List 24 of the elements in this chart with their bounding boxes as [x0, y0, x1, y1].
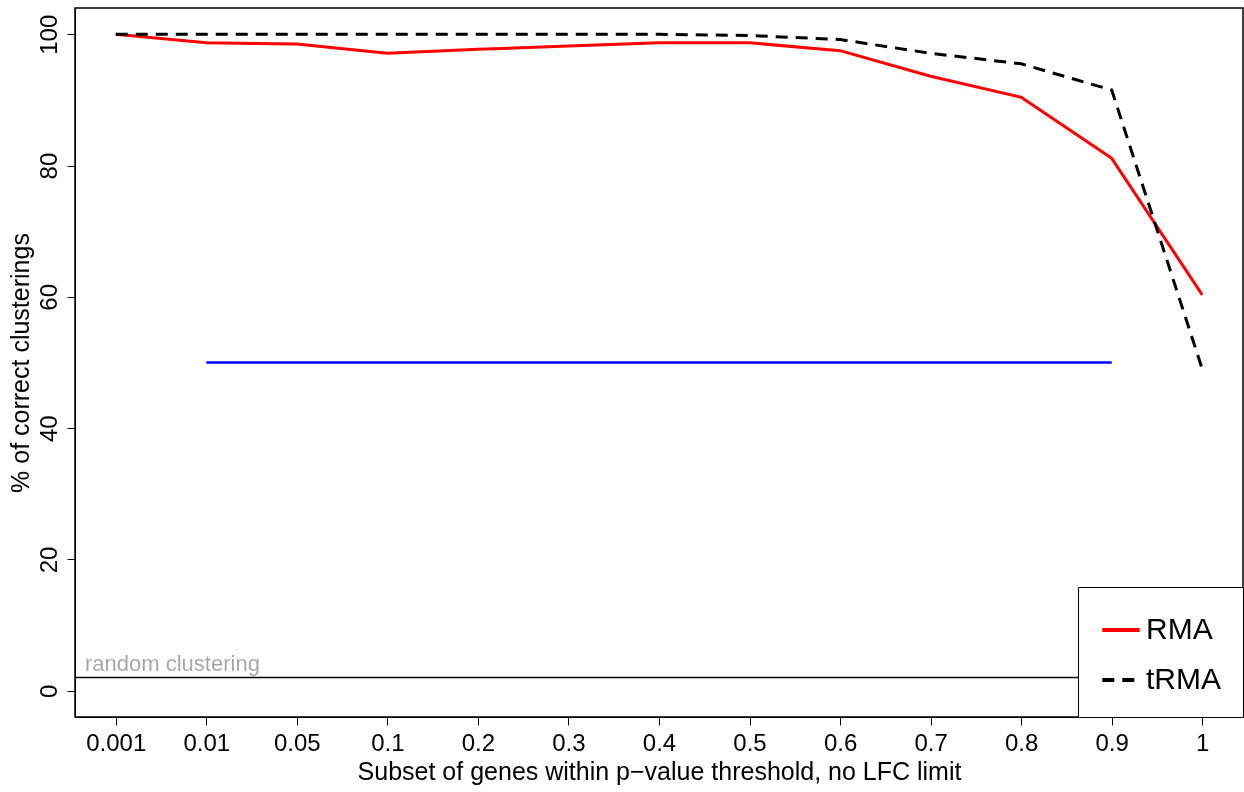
x-tick-label: 0.8: [1004, 728, 1039, 756]
y-tick-label: 60: [34, 284, 62, 311]
x-tick-label: 0.1: [371, 728, 405, 756]
y-tick-label: 20: [34, 546, 62, 574]
y-tick-label: 80: [34, 152, 62, 180]
x-tick-label: 0.6: [823, 728, 858, 756]
x-tick-label: 0.3: [552, 728, 586, 756]
legend-label: tRMA: [1146, 662, 1221, 695]
y-axis-title: % of correct clusterings: [5, 233, 34, 493]
ref-line-label: random clustering: [85, 650, 260, 676]
y-tick-label: 100: [34, 14, 62, 55]
x-tick-label: 1: [1196, 728, 1210, 756]
y-tick-label: 0: [34, 684, 62, 698]
x-tick-label: 0.7: [914, 728, 948, 756]
x-axis-title: Subset of genes within p−value threshold, no LFC limit: [357, 756, 962, 785]
y-tick-label: 40: [34, 415, 62, 442]
x-tick-label: 0.001: [86, 728, 147, 756]
x-tick-label: 0.9: [1095, 728, 1129, 756]
x-tick-label: 0.5: [733, 728, 767, 756]
legend-label: RMA: [1146, 612, 1213, 645]
x-tick-label: 0.2: [461, 728, 496, 756]
x-tick-label: 0.4: [642, 728, 677, 756]
x-tick-label: 0.05: [273, 728, 321, 756]
x-tick-label: 0.01: [183, 728, 231, 756]
